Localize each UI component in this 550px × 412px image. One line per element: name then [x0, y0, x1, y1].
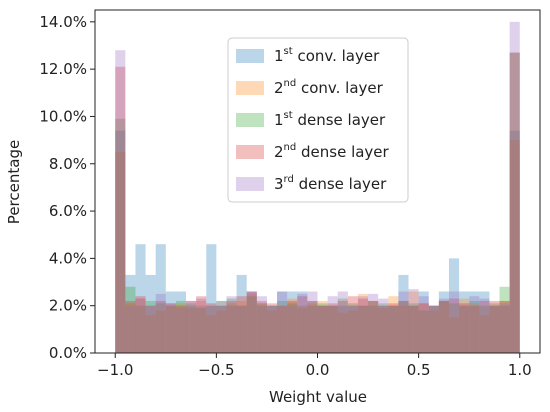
histogram-bar: [267, 306, 277, 353]
histogram-bar: [358, 296, 368, 353]
y-tick-label: 4.0%: [49, 249, 87, 267]
x-tick-label: 1.0: [508, 361, 532, 379]
histogram-bar: [378, 299, 388, 353]
x-tick-label: 0.5: [407, 361, 431, 379]
y-tick-label: 12.0%: [39, 60, 87, 78]
histogram-bar: [125, 306, 135, 353]
histogram-bar: [489, 306, 499, 353]
histogram-bar: [510, 22, 520, 353]
y-tick-label: 2.0%: [49, 297, 87, 315]
histogram-bar: [166, 303, 176, 353]
legend-swatch: [236, 177, 264, 191]
histogram-bar: [388, 306, 398, 353]
legend-swatch: [236, 145, 264, 159]
legend-swatch: [236, 113, 264, 127]
histogram-bar: [115, 50, 125, 353]
histogram-bar: [257, 296, 267, 353]
histogram-bar: [368, 294, 378, 353]
histogram-bar: [277, 292, 287, 354]
histogram-bar: [449, 292, 459, 354]
histogram-bar: [206, 306, 216, 353]
histogram-bar: [146, 306, 156, 353]
y-tick-label: 14.0%: [39, 13, 87, 31]
histogram-bar: [247, 292, 257, 354]
y-tick-label: 8.0%: [49, 155, 87, 173]
histogram-bar: [469, 296, 479, 353]
histogram-bar: [297, 294, 307, 353]
histogram-bar: [176, 308, 186, 353]
legend-swatch: [236, 81, 264, 95]
x-tick-label: −1.0: [97, 361, 133, 379]
y-tick-label: 10.0%: [39, 107, 87, 125]
histogram-bar: [439, 299, 449, 353]
histogram-bar: [479, 299, 489, 353]
histogram-bar: [237, 306, 247, 353]
histogram-bar: [307, 292, 317, 354]
histogram-bar: [459, 306, 469, 353]
histogram-bar: [318, 306, 328, 353]
x-tick-label: −0.5: [198, 361, 234, 379]
histogram-bar: [135, 299, 145, 353]
y-tick-label: 6.0%: [49, 202, 87, 220]
histogram-bar: [398, 292, 408, 354]
histogram-bar: [287, 306, 297, 353]
histogram-bar: [216, 301, 226, 353]
legend-swatch: [236, 49, 264, 63]
histogram-bar: [409, 289, 419, 353]
histogram-bar: [156, 294, 166, 353]
histogram-bar: [429, 306, 439, 353]
legend: 1st conv. layer2nd conv. layer1st dense …: [228, 38, 408, 202]
histogram-bar: [328, 296, 338, 353]
histogram-bar: [419, 296, 429, 353]
histogram-bar: [500, 303, 510, 353]
histogram-bar: [196, 299, 206, 353]
histogram-bar: [226, 296, 236, 353]
x-tick-label: 0.0: [306, 361, 330, 379]
y-tick-label: 0.0%: [49, 344, 87, 362]
histogram-bar: [338, 292, 348, 354]
histogram-bar: [348, 306, 358, 353]
histogram-bar: [186, 301, 196, 353]
x-axis-title: Weight value: [269, 388, 367, 406]
y-axis-title: Percentage: [5, 140, 23, 224]
